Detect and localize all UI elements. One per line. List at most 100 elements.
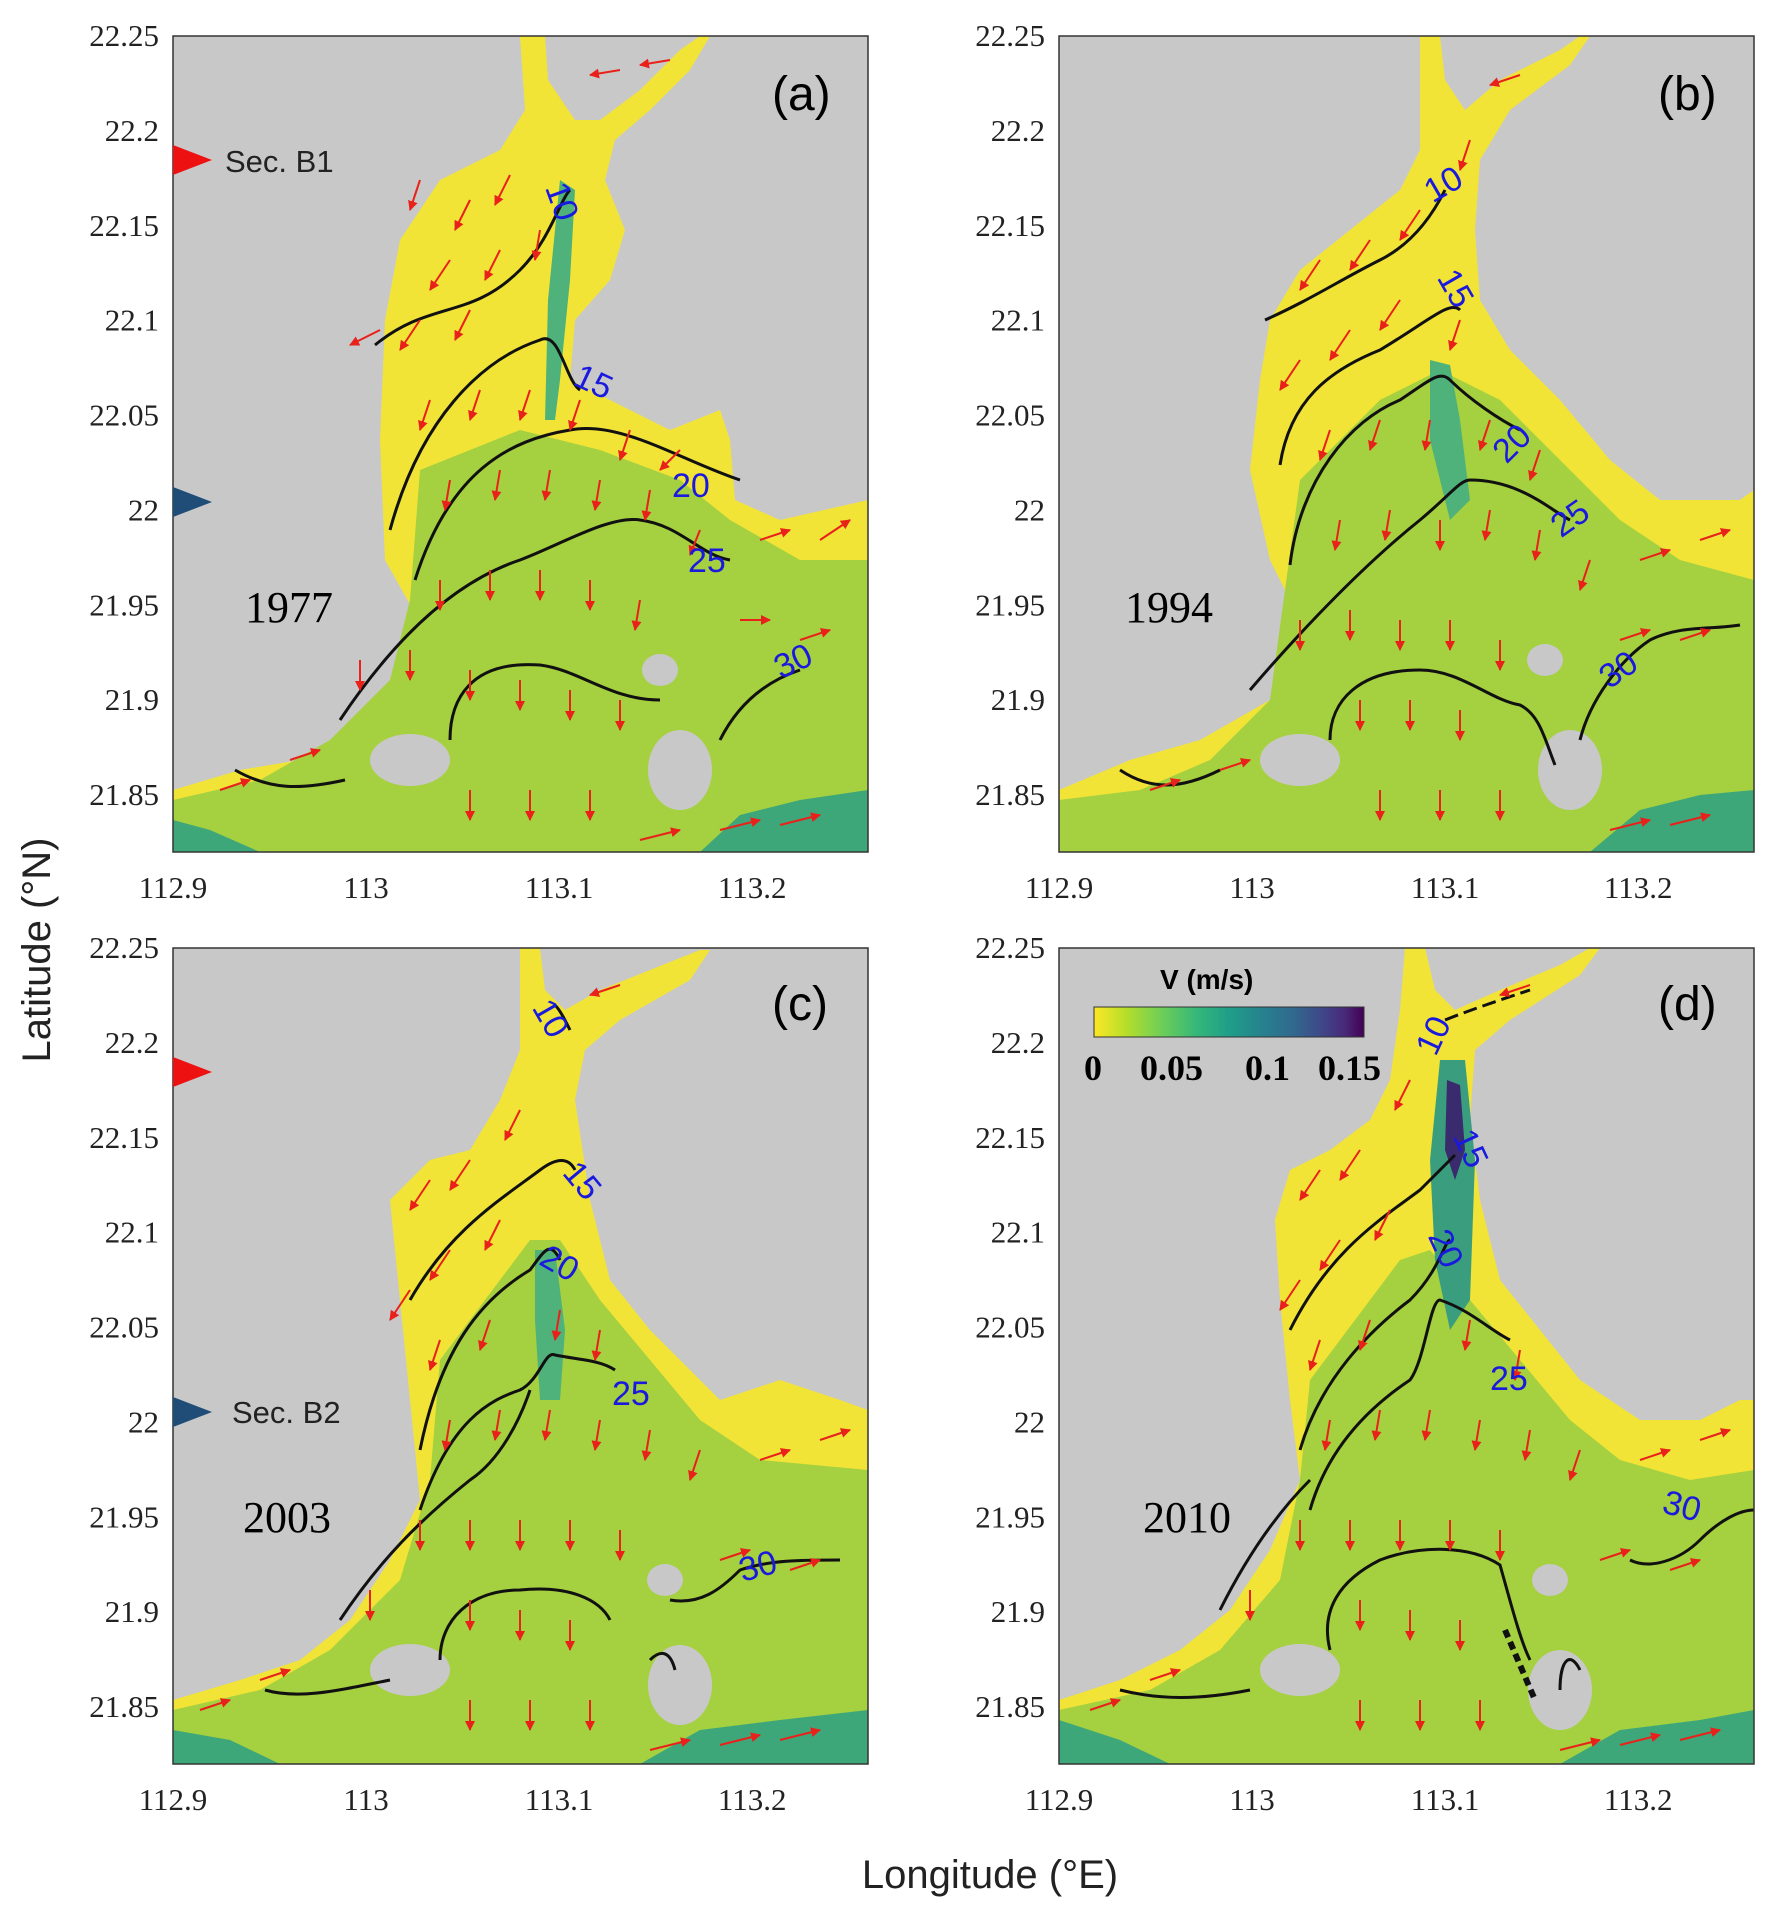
axis-ticks: 112.9 113 113.1 113.2 22.25 22.2 22.15 22.1 22.0… bbox=[89, 18, 1672, 1817]
x-tick-label: 113 bbox=[1229, 1782, 1274, 1817]
y-tick-label: 21.9 bbox=[105, 682, 159, 717]
y-tick-label: 22.05 bbox=[89, 1310, 159, 1345]
map-panel-c: 10 15 20 25 30 2003 (c) bbox=[172, 947, 869, 1765]
y-tick-label: 22.05 bbox=[975, 1310, 1045, 1345]
water-deep-zone bbox=[1430, 1060, 1475, 1330]
contour-label: 25 bbox=[688, 542, 726, 580]
y-tick-label: 21.95 bbox=[975, 1499, 1045, 1534]
y-tick-label: 22.1 bbox=[105, 303, 159, 338]
y-tick-label: 22.25 bbox=[975, 930, 1045, 965]
colorbar-tick: 0.05 bbox=[1140, 1048, 1203, 1088]
sec-b1-marker-c bbox=[173, 1057, 212, 1087]
colorbar-tick: 0 bbox=[1084, 1048, 1102, 1088]
x-tick-label: 113 bbox=[1229, 870, 1274, 905]
island bbox=[648, 730, 712, 810]
sec-b1-label: Sec. B1 bbox=[225, 144, 334, 179]
x-axis-label: Longitude (°E) bbox=[862, 1853, 1118, 1897]
axes-frame bbox=[172, 947, 869, 1765]
island bbox=[1527, 644, 1563, 676]
island bbox=[1260, 1644, 1340, 1696]
y-tick-label: 22 bbox=[1014, 492, 1045, 527]
y-tick-label: 22.15 bbox=[975, 208, 1045, 243]
y-tick-label: 21.95 bbox=[89, 587, 159, 622]
y-axis-label: Latitude (°N) bbox=[15, 838, 59, 1063]
y-tick-label: 21.95 bbox=[975, 587, 1045, 622]
island bbox=[642, 654, 678, 686]
colorbar: V (m/s) 0 0.05 0.1 0.15 bbox=[1084, 964, 1381, 1088]
velocity-arrows bbox=[199, 984, 851, 1751]
y-tick-label: 21.85 bbox=[975, 777, 1045, 812]
x-tick-label: 113.1 bbox=[1411, 1782, 1480, 1817]
sec-b1-marker-a bbox=[173, 145, 212, 175]
water-mid-zone bbox=[1059, 1250, 1754, 1764]
panel-label: (c) bbox=[772, 978, 828, 1031]
year-label: 1977 bbox=[245, 583, 333, 632]
contour-label: 20 bbox=[672, 467, 710, 505]
x-tick-label: 112.9 bbox=[139, 870, 208, 905]
y-tick-label: 22.2 bbox=[105, 1025, 159, 1060]
map-panel-a: 10 15 20 25 30 1977 (a) bbox=[172, 35, 869, 853]
water-deep-zone-south bbox=[173, 1710, 868, 1764]
water-deep-zone-south bbox=[1590, 790, 1754, 852]
y-tick-label: 22.1 bbox=[991, 303, 1045, 338]
map-panel-b: 10 15 20 25 30 1994 (b) bbox=[1058, 35, 1755, 853]
y-tick-label: 21.95 bbox=[89, 1499, 159, 1534]
water-deep-zone bbox=[1430, 360, 1470, 520]
sec-b2-marker-c bbox=[173, 1397, 212, 1427]
island bbox=[370, 734, 450, 786]
y-tick-label: 22.05 bbox=[975, 398, 1045, 433]
colorbar-tick: 0.15 bbox=[1318, 1048, 1381, 1088]
water-deep-zone-south bbox=[173, 790, 868, 852]
contour-label: 25 bbox=[1490, 1360, 1528, 1398]
island bbox=[1532, 1564, 1568, 1596]
depth-contours bbox=[234, 188, 801, 788]
x-tick-label: 112.9 bbox=[139, 1782, 208, 1817]
colorbar-title: V (m/s) bbox=[1160, 964, 1253, 995]
y-tick-label: 22.25 bbox=[975, 18, 1045, 53]
y-tick-label: 22.15 bbox=[975, 1120, 1045, 1155]
x-tick-label: 112.9 bbox=[1025, 1782, 1094, 1817]
panel-label: (d) bbox=[1658, 978, 1717, 1031]
y-tick-label: 22.1 bbox=[105, 1215, 159, 1250]
year-label: 2003 bbox=[243, 1493, 331, 1542]
water-deep-zone-south bbox=[1059, 1710, 1754, 1764]
y-tick-label: 21.85 bbox=[89, 1689, 159, 1724]
x-tick-label: 113 bbox=[343, 1782, 388, 1817]
panel-label: (a) bbox=[772, 68, 831, 121]
island bbox=[647, 1564, 683, 1596]
velocity-arrows bbox=[219, 58, 851, 841]
y-tick-label: 21.85 bbox=[975, 1689, 1045, 1724]
island bbox=[370, 1644, 450, 1696]
y-tick-label: 21.9 bbox=[991, 682, 1045, 717]
y-tick-label: 22.2 bbox=[991, 113, 1045, 148]
colorbar-gradient bbox=[1093, 1006, 1365, 1038]
y-tick-label: 22.25 bbox=[89, 930, 159, 965]
x-tick-label: 113.2 bbox=[718, 1782, 787, 1817]
water-peak-zone bbox=[1445, 1080, 1465, 1180]
water-mid-zone bbox=[1059, 370, 1754, 852]
x-tick-label: 113.2 bbox=[1604, 870, 1673, 905]
y-tick-label: 21.85 bbox=[89, 777, 159, 812]
y-tick-label: 22.2 bbox=[991, 1025, 1045, 1060]
y-tick-label: 22.05 bbox=[89, 398, 159, 433]
year-label: 1994 bbox=[1125, 583, 1213, 632]
map-panel-d: 10 15 20 25 30 2010 (d) V (m/s) 0 0.05 0… bbox=[1058, 947, 1755, 1765]
x-tick-label: 113.1 bbox=[525, 870, 594, 905]
axes-frame bbox=[1058, 947, 1755, 1765]
water-mid-zone bbox=[173, 1240, 868, 1764]
island bbox=[648, 1645, 712, 1725]
year-label: 2010 bbox=[1143, 1493, 1231, 1542]
island bbox=[1538, 730, 1602, 810]
y-tick-label: 21.9 bbox=[991, 1594, 1045, 1629]
velocity-arrows bbox=[1089, 984, 1731, 1751]
x-tick-label: 112.9 bbox=[1025, 870, 1094, 905]
y-tick-label: 22 bbox=[1014, 1404, 1045, 1439]
y-tick-label: 22.15 bbox=[89, 208, 159, 243]
y-tick-label: 22.15 bbox=[89, 1120, 159, 1155]
sec-b2-marker-a bbox=[173, 487, 212, 517]
x-tick-label: 113.2 bbox=[718, 870, 787, 905]
x-tick-label: 113 bbox=[343, 870, 388, 905]
axes-frame bbox=[1058, 35, 1755, 853]
water-deep-zone bbox=[545, 180, 575, 420]
